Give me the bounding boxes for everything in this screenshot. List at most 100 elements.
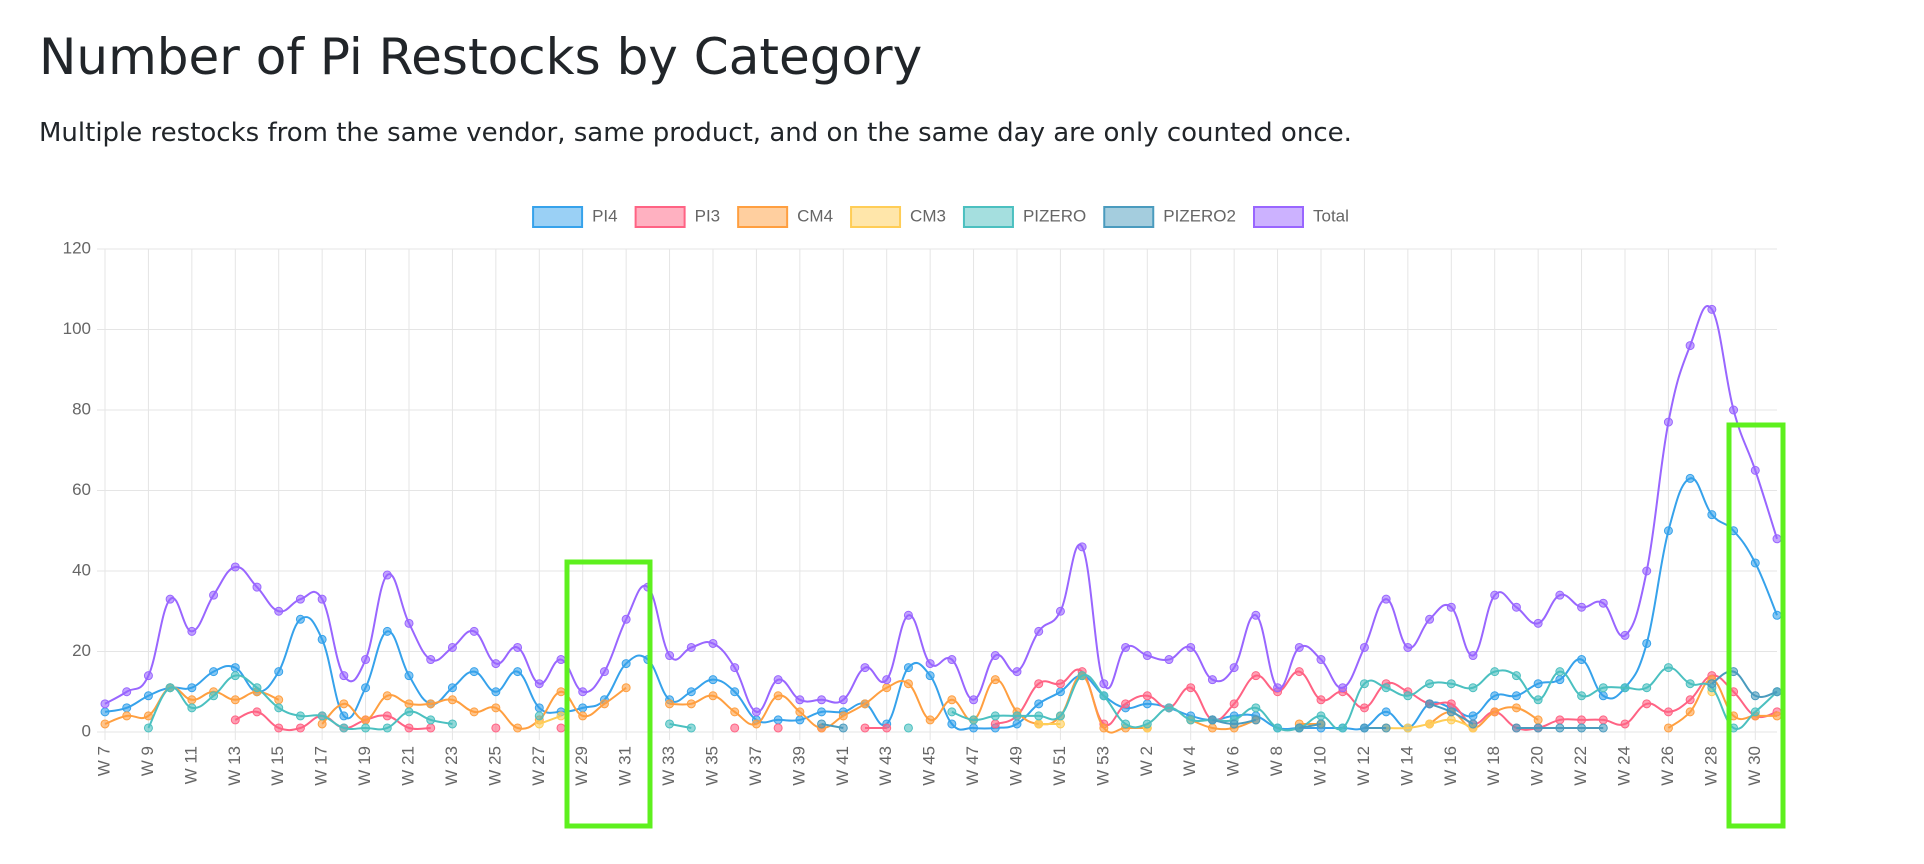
x-tick-label: W 6 (1224, 746, 1243, 776)
data-point (361, 715, 371, 725)
data-point (1663, 526, 1673, 536)
data-point (187, 695, 197, 705)
data-point (1186, 715, 1196, 725)
data-point (1533, 715, 1543, 725)
data-point (817, 695, 827, 705)
data-point (404, 723, 414, 733)
legend-label: PI3 (695, 206, 721, 225)
legend-item[interactable]: PIZERO (962, 206, 1086, 228)
data-point (1012, 711, 1022, 721)
data-point (165, 594, 175, 604)
data-point (1468, 719, 1478, 729)
y-tick-label: 80 (72, 399, 91, 418)
x-tick-label: W 35 (702, 746, 721, 786)
data-point (947, 655, 957, 665)
data-point (990, 675, 1000, 685)
legend-swatch (1103, 206, 1155, 228)
data-point (513, 667, 523, 677)
data-point (1750, 691, 1760, 701)
data-point (447, 695, 457, 705)
data-point (578, 687, 588, 697)
legend-item[interactable]: PI4 (532, 206, 618, 228)
data-point (1012, 719, 1022, 729)
data-point (1381, 723, 1391, 733)
legend-item[interactable]: CM4 (737, 206, 833, 228)
data-point (730, 707, 740, 717)
data-point (382, 723, 392, 733)
data-point (1034, 699, 1044, 709)
series-line (994, 668, 1778, 731)
data-point (295, 711, 305, 721)
data-point (1251, 671, 1261, 681)
data-point (274, 703, 284, 713)
x-tick-label: W 2 (1137, 746, 1156, 776)
data-point (751, 707, 761, 717)
data-point (730, 663, 740, 673)
data-point (1446, 679, 1456, 689)
data-point (447, 719, 457, 729)
x-tick-label: W 39 (789, 746, 808, 786)
data-point (1294, 723, 1304, 733)
data-point (274, 723, 284, 733)
data-point (665, 719, 675, 729)
data-point (1381, 683, 1391, 693)
data-point (599, 667, 609, 677)
data-point (1685, 473, 1695, 483)
data-point (230, 695, 240, 705)
data-point (773, 723, 783, 733)
data-point (1598, 598, 1608, 608)
legend-swatch (737, 206, 789, 228)
legend-item[interactable]: Total (1253, 206, 1349, 228)
data-point (100, 707, 110, 717)
data-point (295, 614, 305, 624)
data-point (1055, 687, 1065, 697)
data-point (1338, 723, 1348, 733)
data-point (686, 642, 696, 652)
x-tick-label: W 53 (1093, 746, 1112, 786)
legend-item[interactable]: PIZERO2 (1103, 206, 1236, 228)
data-point (860, 723, 870, 733)
data-point (665, 699, 675, 709)
legend-swatch (1253, 206, 1304, 228)
data-point (708, 638, 718, 648)
data-point (143, 723, 153, 733)
data-point (1077, 671, 1087, 681)
data-point (1750, 707, 1760, 717)
data-point (1511, 691, 1521, 701)
x-tick-label: W 45 (920, 746, 939, 786)
x-tick-label: W 47 (963, 746, 982, 786)
data-point (404, 707, 414, 717)
data-point (1446, 602, 1456, 612)
data-point (817, 707, 827, 717)
data-point (361, 723, 371, 733)
data-point (1359, 679, 1369, 689)
legend-item[interactable]: PI3 (634, 206, 721, 228)
x-tick-label: W 37 (746, 746, 765, 786)
data-point (838, 695, 848, 705)
data-point (122, 687, 132, 697)
data-point (947, 707, 957, 717)
x-tick-label: W 21 (398, 746, 417, 786)
data-point (969, 695, 979, 705)
data-point (621, 614, 631, 624)
data-point (1055, 711, 1065, 721)
data-point (1577, 691, 1587, 701)
data-point (1099, 679, 1109, 689)
data-point (599, 699, 609, 709)
data-point (1490, 707, 1500, 717)
data-point (1642, 638, 1652, 648)
data-point (838, 711, 848, 721)
data-point (513, 642, 523, 652)
data-point (1316, 719, 1326, 729)
data-point (1425, 614, 1435, 624)
legend-item[interactable]: CM3 (850, 206, 946, 228)
data-point (491, 703, 501, 713)
data-point (1055, 606, 1065, 616)
data-point (1359, 703, 1369, 713)
data-point (1533, 695, 1543, 705)
data-point (1055, 719, 1065, 729)
data-point (1207, 715, 1217, 725)
data-point (1294, 667, 1304, 677)
data-point (1294, 642, 1304, 652)
